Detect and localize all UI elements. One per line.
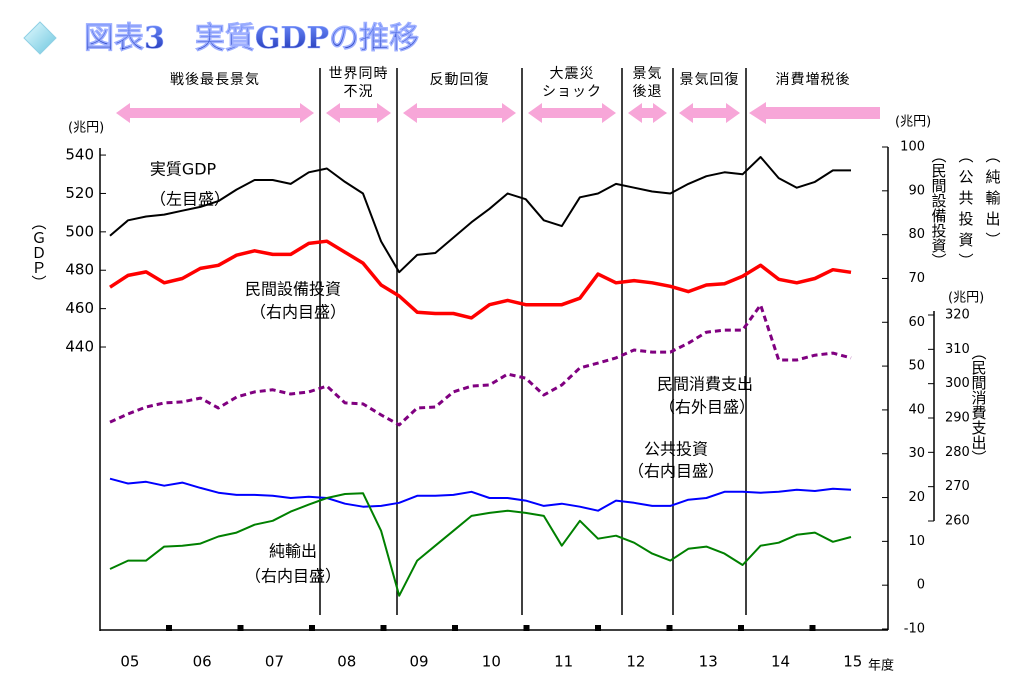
y2-tick-label: 60 — [908, 315, 925, 330]
x-tick-label: 06 — [193, 653, 212, 671]
series-label: 民間消費支出 — [657, 375, 753, 394]
year-boundary — [595, 625, 601, 631]
y-tick-label: 520 — [65, 184, 94, 202]
year-boundary — [166, 625, 172, 631]
title-icon — [23, 21, 57, 55]
y-tick-label: 500 — [65, 222, 94, 240]
year-boundary — [523, 625, 530, 631]
chart-title: 図表3 実質GDPの推移 — [84, 21, 419, 56]
series-label: 実質GDP — [150, 160, 217, 179]
series-label: 純輸出 — [269, 542, 317, 561]
y2-tick-label: -10 — [904, 622, 925, 637]
period-label: 不況 — [344, 84, 374, 100]
y-tick-label: 540 — [65, 146, 94, 164]
y2-tick-label: 80 — [908, 227, 925, 242]
y-tick-label: 440 — [65, 338, 94, 356]
x-tick-label: 08 — [337, 653, 356, 671]
series-scale-note: （右内目盛） — [250, 303, 346, 322]
y3-title: （民間消費支出） — [970, 345, 988, 465]
y2-tick-label: 30 — [908, 446, 925, 461]
series-line — [109, 303, 852, 427]
y-tick-label: 480 — [65, 261, 94, 279]
period-arrow — [679, 103, 740, 123]
period-label: 景気 — [633, 66, 663, 82]
series-scale-note: （右外目盛） — [659, 398, 755, 417]
period-arrow — [403, 103, 516, 123]
period-arrow — [116, 103, 314, 123]
x-tick-label: 13 — [699, 653, 718, 671]
period-label: ショック — [542, 84, 602, 100]
series-line — [109, 492, 852, 597]
period-label: 戦後最長景気 — [170, 72, 260, 88]
x-tick-label: 07 — [265, 653, 284, 671]
series-line — [109, 477, 852, 512]
series-scale-note: （左目盛） — [150, 190, 230, 209]
series-line — [109, 156, 851, 274]
y2-tick-label: 50 — [908, 359, 925, 374]
y-title: （ＧＤＰ） — [30, 215, 48, 290]
period-label: 大震災 — [550, 66, 595, 82]
y2-title: （公共投資） — [957, 148, 975, 274]
series-line — [109, 239, 852, 320]
period-label: 景気回復 — [680, 71, 740, 88]
period-arrow — [628, 103, 667, 123]
period-label: 消費増税後 — [776, 72, 851, 88]
year-boundary — [809, 625, 816, 631]
y3-tick-label: 280 — [945, 445, 970, 460]
y2-tick-label: 20 — [908, 490, 925, 505]
x-tick-label: 14 — [771, 653, 790, 671]
period-arrow — [528, 103, 616, 123]
series-label: 民間設備投資 — [245, 280, 341, 299]
year-boundary — [309, 625, 315, 631]
x-tick-label: 11 — [554, 653, 573, 671]
x-tick-label: 09 — [410, 653, 429, 671]
year-boundary — [237, 625, 244, 631]
y2-tick-label: 100 — [900, 140, 925, 155]
x-tick-label: 15 — [843, 653, 862, 671]
y3-tick-label: 310 — [945, 342, 970, 357]
y3-unit: (兆円) — [948, 291, 984, 306]
period-label: 世界同時 — [329, 66, 389, 82]
y2-tick-label: 10 — [908, 534, 925, 549]
series-scale-note: （右内目盛） — [245, 567, 341, 586]
period-label: 反動回復 — [430, 71, 490, 88]
series-label: 公共投資 — [644, 440, 708, 459]
x-tick-label: 12 — [626, 653, 645, 671]
period-label: 後退 — [633, 84, 663, 100]
period-arrow — [326, 103, 391, 123]
year-boundary — [738, 625, 744, 631]
y-tick-label: 460 — [65, 299, 94, 317]
year-boundary — [452, 625, 458, 631]
y3-tick-label: 260 — [945, 514, 970, 529]
y3-tick-label: 290 — [945, 411, 970, 426]
y3-tick-label: 320 — [945, 308, 970, 323]
period-arrow — [749, 102, 880, 124]
series-scale-note: （右内目盛） — [628, 462, 724, 481]
y2-tick-label: 0 — [917, 578, 925, 593]
y2-tick-label: 40 — [908, 402, 925, 417]
y3-tick-label: 270 — [945, 479, 970, 494]
year-boundary — [666, 625, 673, 631]
y2-tick-label: 90 — [908, 183, 925, 198]
year-boundary — [380, 625, 387, 631]
y2-unit: (兆円) — [895, 115, 931, 130]
y-unit: (兆円) — [68, 121, 104, 136]
x-tick-label: 10 — [482, 653, 501, 671]
y3-tick-label: 300 — [945, 376, 970, 391]
y2-title: （純輸出） — [984, 148, 1002, 253]
x-tick-label: 05 — [120, 653, 139, 671]
x-unit: 年度 — [868, 658, 894, 674]
y2-title: （民間設備投資） — [930, 148, 948, 268]
y2-tick-label: 70 — [908, 271, 925, 286]
